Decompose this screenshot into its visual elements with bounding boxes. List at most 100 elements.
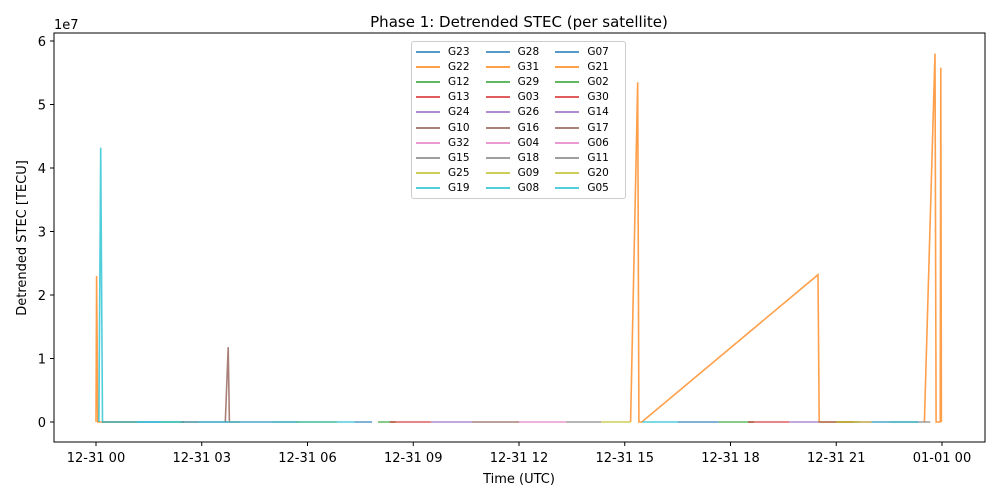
legend-label: G13: [448, 91, 470, 104]
legend-label: G06: [587, 136, 609, 149]
legend-item-G10: G10: [416, 120, 486, 135]
legend-swatch: [485, 111, 510, 114]
legend-label: G26: [517, 106, 540, 119]
legend-item-G24: G24: [416, 105, 486, 120]
legend-item-G03: G03: [485, 90, 556, 105]
legend-label: G15: [448, 151, 470, 164]
legend-item-G12: G12: [416, 74, 486, 89]
legend-item-G29: G29: [485, 74, 556, 89]
legend-item-G02: G02: [555, 74, 625, 89]
series-line-G19: [98, 147, 355, 423]
x-axis-label: Time (UTC): [482, 472, 555, 487]
legend-item-G23: G23: [416, 44, 486, 59]
legend-swatch: [485, 187, 510, 190]
legend-label: G23: [448, 45, 470, 58]
legend-item-G18: G18: [485, 150, 556, 165]
legend-swatch: [555, 172, 580, 175]
legend-swatch: [555, 141, 580, 144]
x-tick-label: 12-31 12: [490, 451, 548, 466]
legend: G23 G22 G12 G13 G24 G10 G32 G15 G25 G19 G28 G31 G29 G…: [411, 41, 626, 199]
legend-label: G11: [587, 151, 609, 164]
legend-swatch: [416, 187, 440, 190]
series-line-G10: [224, 347, 240, 423]
legend-item-G14: G14: [555, 105, 625, 120]
x-tick-label: 12-31 09: [384, 451, 442, 466]
legend-item-G04: G04: [485, 135, 556, 150]
x-tick-label: 12-31 15: [596, 451, 654, 466]
legend-label: G10: [448, 121, 470, 134]
legend-swatch: [416, 50, 440, 53]
legend-item-G06: G06: [555, 135, 625, 150]
legend-label: G05: [587, 182, 609, 195]
y-tick-label: 6: [38, 35, 46, 50]
x-tick-label: 12-31 06: [278, 451, 336, 466]
legend-label: G19: [448, 182, 470, 195]
legend-swatch: [555, 96, 580, 99]
legend-item-G19: G19: [416, 181, 486, 196]
legend-swatch: [485, 50, 510, 53]
legend-swatch: [555, 126, 580, 129]
y-tick-label: 5: [38, 99, 46, 114]
legend-item-G07: G07: [555, 44, 625, 59]
legend-swatch: [416, 96, 440, 99]
legend-item-G13: G13: [416, 90, 486, 105]
legend-label: G31: [517, 60, 540, 73]
legend-item-G22: G22: [416, 59, 486, 74]
legend-item-G20: G20: [555, 166, 625, 181]
y-scale-label: 1e7: [54, 18, 79, 33]
y-tick-label: 1: [38, 353, 46, 368]
legend-swatch: [555, 156, 580, 159]
legend-label: G02: [587, 75, 609, 88]
chart-title: Phase 1: Detrended STEC (per satellite): [370, 13, 668, 31]
legend-label: G07: [587, 45, 609, 58]
y-tick-label: 0: [38, 416, 46, 431]
legend-swatch: [555, 80, 580, 83]
series-line-G21: [923, 53, 943, 423]
legend-item-G15: G15: [416, 150, 486, 165]
legend-item-G25: G25: [416, 166, 486, 181]
legend-label: G24: [448, 106, 470, 119]
legend-label: G20: [587, 167, 609, 180]
legend-swatch: [416, 111, 440, 114]
legend-swatch: [555, 50, 580, 53]
legend-label: G16: [517, 121, 540, 134]
legend-swatch: [485, 80, 510, 83]
legend-item-G05: G05: [555, 181, 625, 196]
legend-item-G17: G17: [555, 120, 625, 135]
legend-item-G11: G11: [555, 150, 625, 165]
legend-swatch: [485, 65, 510, 68]
legend-item-G08: G08: [485, 181, 556, 196]
legend-item-G09: G09: [485, 166, 556, 181]
x-tick-label: 01-01 00: [913, 451, 971, 466]
legend-label: G25: [448, 167, 470, 180]
legend-swatch: [416, 141, 440, 144]
legend-swatch: [555, 65, 580, 68]
legend-label: G21: [587, 60, 609, 73]
legend-label: G17: [587, 121, 609, 134]
legend-swatch: [416, 156, 440, 159]
legend-label: G09: [517, 167, 540, 180]
legend-item-G16: G16: [485, 120, 556, 135]
legend-item-G31: G31: [485, 59, 556, 74]
legend-item-G26: G26: [485, 105, 556, 120]
legend-swatch: [416, 80, 440, 83]
legend-label: G32: [448, 136, 470, 149]
y-tick-label: 4: [38, 162, 46, 177]
legend-swatch: [416, 65, 440, 68]
x-tick-label: 12-31 21: [807, 451, 865, 466]
legend-item-G32: G32: [416, 135, 486, 150]
y-tick-label: 2: [38, 289, 46, 304]
legend-swatch: [555, 187, 580, 190]
legend-label: G03: [517, 91, 540, 104]
legend-label: G14: [587, 106, 609, 119]
legend-swatch: [416, 172, 440, 175]
series-line-G31: [629, 82, 854, 423]
axes-frame: [53, 32, 986, 443]
x-tick-label: 12-31 03: [173, 451, 231, 466]
legend-label: G30: [587, 91, 609, 104]
legend-swatch: [485, 156, 510, 159]
y-axis-label: Detrended STEC [TECU]: [15, 160, 30, 316]
legend-swatch: [416, 126, 440, 129]
